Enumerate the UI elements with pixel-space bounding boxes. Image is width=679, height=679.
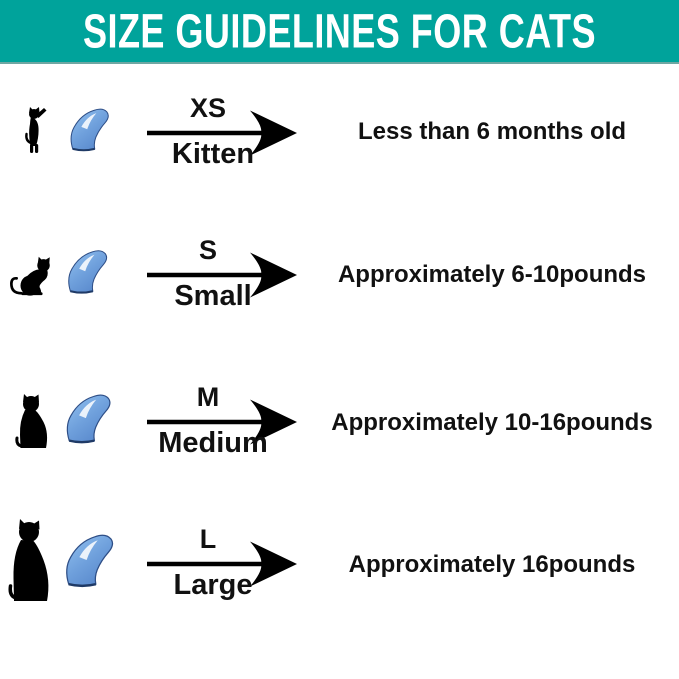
size-name-label: Medium — [158, 427, 268, 459]
size-code-label: L — [199, 524, 217, 554]
nail-cap-icon — [66, 393, 112, 444]
small-cat-sitting-silhouette-icon — [10, 256, 50, 296]
nail-cap-icon — [65, 534, 114, 588]
size-arrow-l: L Large — [146, 524, 298, 601]
page-title: SIZE GUIDELINES FOR CATS — [82, 3, 597, 58]
size-arrow-m: M Medium — [146, 382, 298, 459]
size-code-label: XS — [189, 93, 227, 123]
size-code-label: M — [196, 382, 220, 412]
header-banner: SIZE GUIDELINES FOR CATS — [0, 0, 679, 64]
size-description: Approximately 6-10pounds — [337, 261, 647, 288]
size-name-label: Small — [174, 280, 252, 312]
size-arrow-s: S Small — [146, 235, 298, 312]
kitten-standing-silhouette-icon — [25, 107, 47, 153]
size-description: Approximately 10-16pounds — [331, 409, 653, 436]
large-cat-sitting-silhouette-icon — [8, 519, 49, 601]
size-name-label: Kitten — [171, 138, 255, 170]
nail-cap-icon — [70, 108, 110, 152]
size-description: Less than 6 months old — [357, 118, 627, 145]
size-name-label: Large — [173, 569, 253, 601]
nail-cap-icon — [67, 249, 108, 294]
size-description: Approximately 16pounds — [348, 551, 636, 578]
size-arrow-xs: XS Kitten — [146, 93, 298, 170]
medium-cat-sitting-silhouette-icon — [15, 394, 48, 448]
size-code-label: S — [198, 235, 217, 265]
